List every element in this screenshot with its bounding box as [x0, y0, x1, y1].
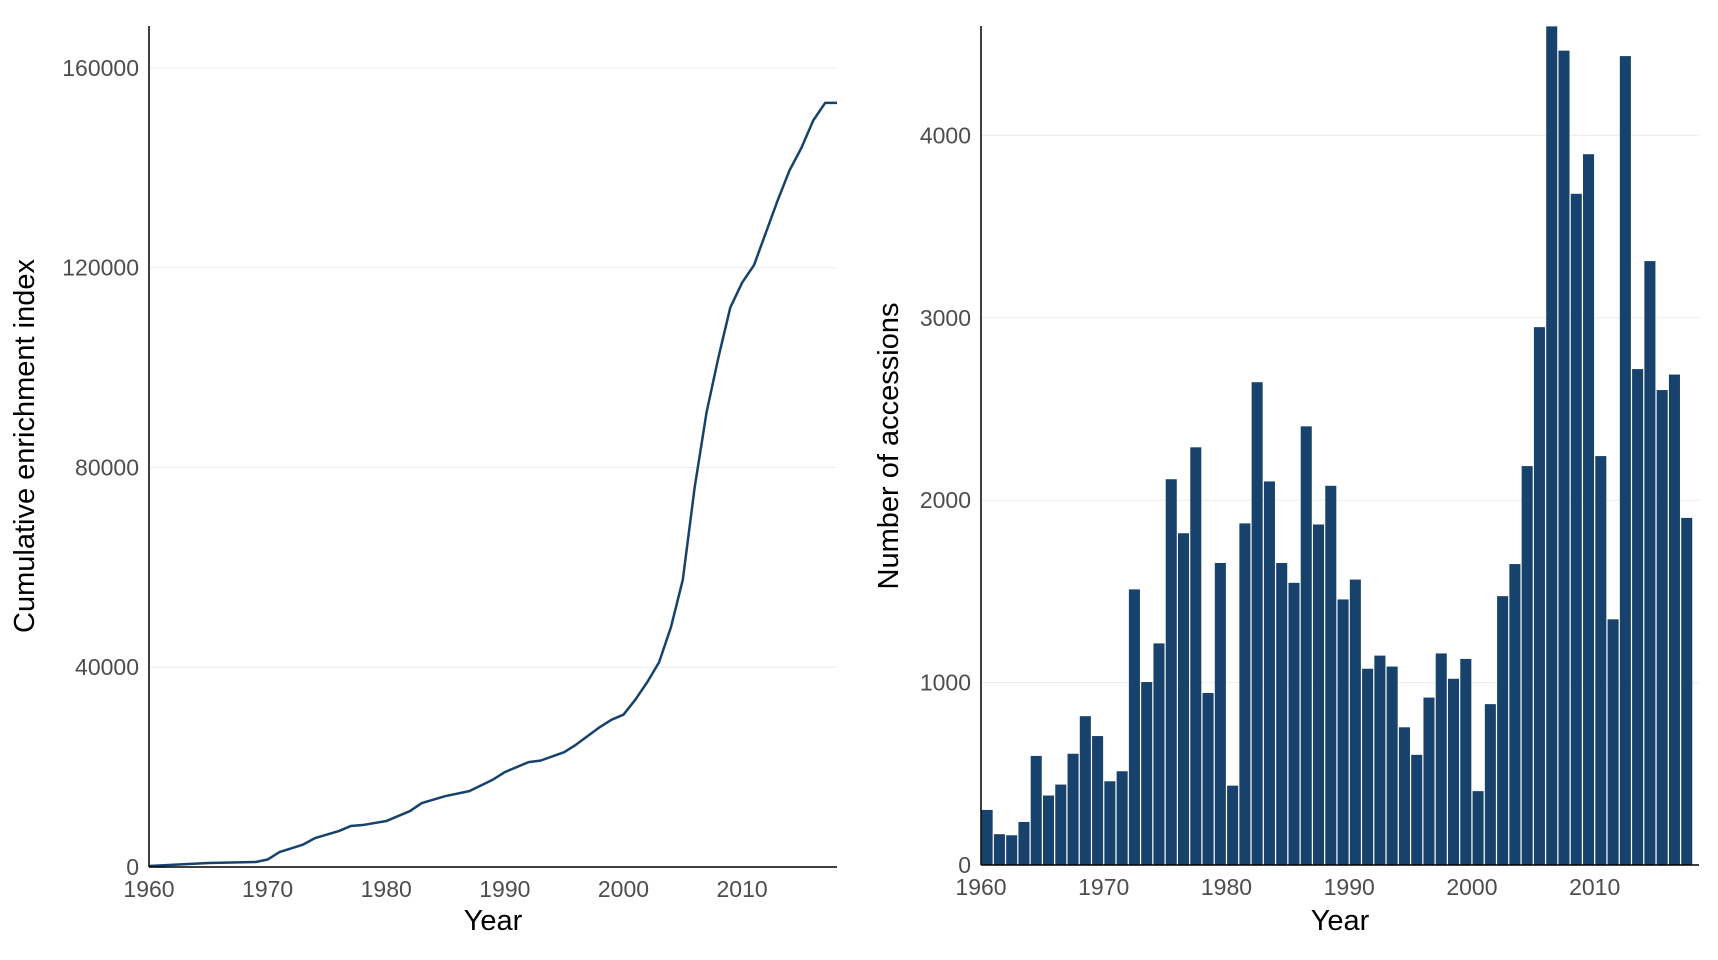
bar-1999 [1460, 658, 1472, 865]
accessions-bar-chart: 0 1000 2000 3000 4000 1960 1970 1980 1990 2000 201… [920, 26, 1699, 900]
bar-1966 [1055, 784, 1067, 865]
bar-1969 [1092, 736, 1104, 865]
bar-1982 [1251, 382, 1263, 865]
bar-1995 [1411, 754, 1423, 865]
y-tick-label: 1000 [920, 670, 971, 696]
bar-1970 [1104, 781, 1116, 865]
x-tick-label: 2000 [598, 876, 649, 902]
bar-1992 [1374, 655, 1386, 865]
bar-2001 [1484, 704, 1496, 865]
bar-1996 [1423, 697, 1435, 865]
x-tick-label: 1990 [1324, 874, 1375, 900]
bar-1979 [1214, 562, 1226, 865]
bar-1997 [1435, 653, 1447, 865]
bar-2012 [1619, 56, 1631, 866]
bar-1975 [1165, 479, 1177, 865]
y-tick-label: 4000 [920, 122, 971, 148]
bar-1978 [1202, 693, 1214, 865]
y-tick-label: 0 [126, 854, 139, 880]
bar-1965 [1042, 795, 1055, 865]
bar-1989 [1337, 599, 1349, 865]
bar-1963 [1018, 821, 1030, 865]
right-x-axis-title: Year [1311, 905, 1370, 937]
bar-1986 [1300, 426, 1312, 865]
bar-1961 [993, 834, 1005, 865]
cumulative-line [148, 101, 837, 868]
y-tick-label: 3000 [920, 305, 971, 331]
bar-1972 [1128, 589, 1140, 865]
bar-2013 [1632, 369, 1644, 865]
y-tick-label: 2000 [920, 487, 971, 513]
bar-2016 [1668, 374, 1680, 865]
x-tick-label: 2010 [1569, 874, 1620, 900]
bar-2015 [1656, 390, 1668, 865]
bar-1968 [1079, 716, 1091, 865]
bar-1994 [1398, 727, 1410, 865]
bar-1998 [1448, 678, 1460, 865]
bar-1976 [1177, 533, 1190, 865]
y-tick-label: 40000 [75, 654, 139, 680]
bar-1984 [1276, 562, 1288, 865]
right-y-axis-title: Number of accessions [873, 303, 905, 590]
x-tick-label: 1990 [479, 876, 530, 902]
x-tick-label: 2010 [717, 876, 768, 902]
bar-2017 [1681, 517, 1693, 865]
bar-1971 [1116, 771, 1128, 865]
bar-2003 [1509, 564, 1521, 865]
bar-2011 [1607, 619, 1619, 865]
x-tick-label: 1970 [242, 876, 293, 902]
bar-1964 [1030, 755, 1042, 865]
bar-1962 [1006, 835, 1018, 865]
bar-1967 [1067, 753, 1079, 865]
x-tick-label: 1960 [955, 874, 1006, 900]
bar-1977 [1190, 447, 1202, 865]
bar-1974 [1153, 643, 1165, 865]
bar-1973 [1141, 682, 1153, 865]
x-tick-label: 1980 [1201, 874, 1252, 900]
bar-1985 [1288, 582, 1300, 865]
bar-2007 [1558, 50, 1570, 866]
bar-2005 [1533, 327, 1545, 865]
y-tick-label: 0 [958, 852, 971, 878]
bar-1983 [1263, 481, 1275, 865]
x-tick-label: 2000 [1446, 874, 1497, 900]
bar-1981 [1239, 523, 1251, 865]
bar-2010 [1595, 456, 1607, 865]
bar-1991 [1362, 668, 1374, 865]
y-tick-label: 80000 [75, 454, 139, 480]
bar-2000 [1472, 791, 1484, 865]
bar-2004 [1521, 466, 1533, 865]
x-tick-label: 1980 [361, 876, 412, 902]
bar-2008 [1570, 193, 1582, 866]
bar-1988 [1325, 485, 1337, 865]
bar-1990 [1349, 579, 1361, 865]
left-y-axis-title: Cumulative enrichment index [9, 259, 41, 633]
x-tick-label: 1970 [1078, 874, 1129, 900]
bar-2014 [1644, 261, 1656, 865]
y-tick-label: 120000 [62, 255, 139, 281]
cumulative-enrichment-line-chart: 0 40000 80000 120000 160000 1960 1970 1980 1990 2… [62, 26, 837, 902]
x-tick-label: 1960 [123, 876, 174, 902]
bar-1980 [1227, 785, 1239, 865]
bar-2002 [1497, 596, 1509, 865]
bar-2006 [1546, 26, 1558, 865]
bar-1993 [1386, 666, 1398, 865]
y-tick-label: 160000 [62, 55, 139, 81]
bar-1987 [1312, 524, 1325, 865]
bar-1960 [981, 809, 993, 865]
left-x-axis-title: Year [464, 905, 523, 937]
bar-2009 [1583, 154, 1595, 866]
